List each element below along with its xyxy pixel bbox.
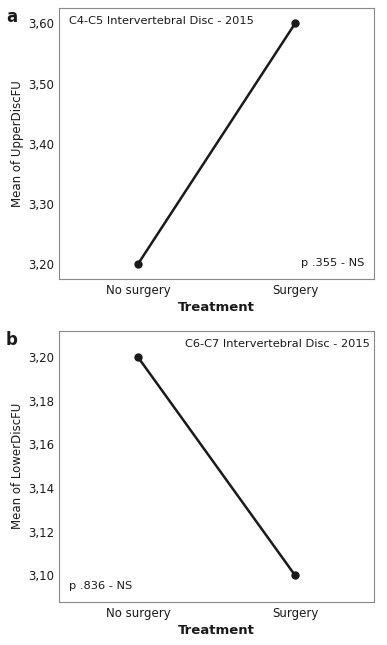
Text: b: b <box>6 331 18 349</box>
Y-axis label: Mean of UpperDiscFU: Mean of UpperDiscFU <box>11 81 24 207</box>
Text: p .355 - NS: p .355 - NS <box>301 258 364 268</box>
Text: p .836 - NS: p .836 - NS <box>69 580 132 591</box>
Text: a: a <box>6 8 17 26</box>
Text: C6-C7 Intervertebral Disc - 2015: C6-C7 Intervertebral Disc - 2015 <box>185 339 370 349</box>
X-axis label: Treatment: Treatment <box>178 624 255 637</box>
Y-axis label: Mean of LowerDiscFU: Mean of LowerDiscFU <box>11 403 24 530</box>
X-axis label: Treatment: Treatment <box>178 301 255 314</box>
Text: C4-C5 Intervertebral Disc - 2015: C4-C5 Intervertebral Disc - 2015 <box>69 17 253 26</box>
